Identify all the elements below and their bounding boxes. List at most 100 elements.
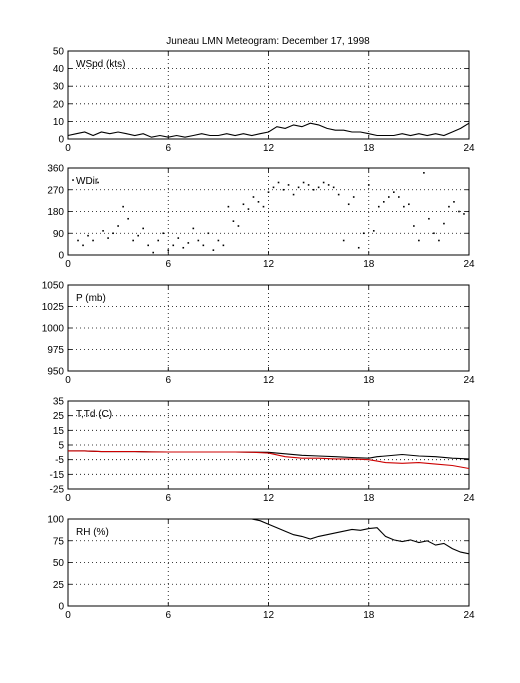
x-tick-label: 12 bbox=[263, 259, 275, 270]
figure-title: Juneau LMN Meteogram: December 17, 1998 bbox=[166, 36, 370, 47]
y-tick-label: 20 bbox=[53, 99, 65, 110]
panel-label: RH (%) bbox=[76, 527, 109, 538]
data-point bbox=[162, 232, 165, 235]
data-point bbox=[157, 239, 160, 242]
data-point bbox=[217, 239, 220, 242]
y-tick-label: 75 bbox=[53, 536, 65, 547]
x-tick-label: 18 bbox=[363, 259, 375, 270]
y-tick-label: 40 bbox=[53, 64, 65, 75]
data-point bbox=[212, 249, 215, 251]
series-line-0 bbox=[67, 122, 470, 138]
data-point bbox=[322, 181, 325, 184]
x-tick-label: 24 bbox=[463, 143, 475, 154]
data-point bbox=[132, 239, 134, 242]
x-tick-label: 6 bbox=[165, 375, 171, 386]
data-point bbox=[112, 232, 114, 235]
data-point bbox=[277, 181, 280, 184]
data-point bbox=[403, 205, 405, 208]
data-point bbox=[167, 249, 170, 251]
y-tick-label: 180 bbox=[47, 207, 64, 218]
x-tick-label: 6 bbox=[165, 143, 171, 154]
data-point bbox=[463, 213, 465, 215]
data-point bbox=[327, 184, 330, 186]
data-point bbox=[332, 186, 335, 189]
data-point bbox=[342, 239, 345, 242]
x-tick-label: 18 bbox=[363, 610, 375, 621]
data-point bbox=[82, 244, 84, 247]
data-point bbox=[282, 188, 285, 191]
data-point bbox=[307, 184, 310, 186]
panel-1: 0 6 12 18 24 0 90 180 270 360 WDir bbox=[47, 164, 475, 271]
data-point bbox=[152, 251, 155, 254]
data-point bbox=[242, 203, 245, 206]
x-tick-label: 12 bbox=[263, 493, 275, 504]
data-point bbox=[448, 205, 450, 208]
panel-label: WSpd (kts) bbox=[76, 59, 125, 70]
y-tick-label: 35 bbox=[53, 397, 65, 408]
data-point bbox=[458, 210, 460, 213]
data-point bbox=[77, 239, 79, 242]
data-point bbox=[352, 196, 355, 198]
data-point bbox=[438, 239, 440, 242]
x-tick-label: 0 bbox=[65, 610, 71, 621]
data-point bbox=[433, 232, 435, 235]
data-point bbox=[172, 244, 175, 247]
data-point bbox=[262, 205, 265, 208]
x-tick-label: 0 bbox=[65, 493, 71, 504]
panel-3: 0 6 12 18 24 -25 -15 -5 5 15 25 35 T,Td (C) bbox=[50, 397, 475, 505]
data-point bbox=[247, 208, 250, 210]
data-point bbox=[453, 201, 455, 203]
data-point bbox=[362, 232, 365, 235]
data-point bbox=[347, 203, 350, 206]
panel-0: 0 6 12 18 24 0 10 20 30 40 50 WSpd (kts) bbox=[53, 47, 475, 155]
data-point bbox=[372, 230, 375, 232]
data-point bbox=[107, 237, 109, 239]
y-tick-label: 1000 bbox=[42, 324, 65, 335]
y-tick-label: 360 bbox=[47, 164, 64, 175]
data-point bbox=[177, 237, 180, 239]
data-point bbox=[257, 201, 260, 203]
y-tick-label: 25 bbox=[53, 411, 65, 422]
x-tick-label: 0 bbox=[65, 143, 71, 154]
y-tick-label: 15 bbox=[53, 426, 65, 437]
data-point bbox=[357, 246, 360, 249]
data-point bbox=[312, 188, 315, 191]
y-tick-label: 270 bbox=[47, 185, 64, 196]
x-tick-label: 24 bbox=[463, 259, 475, 270]
x-tick-label: 6 bbox=[165, 610, 171, 621]
data-point bbox=[367, 184, 370, 186]
x-tick-label: 0 bbox=[65, 375, 71, 386]
data-point bbox=[117, 225, 119, 227]
y-tick-label: 0 bbox=[58, 602, 64, 613]
y-tick-label: -15 bbox=[50, 470, 65, 481]
y-tick-label: 50 bbox=[53, 558, 65, 569]
data-point bbox=[182, 246, 185, 249]
data-point bbox=[92, 239, 94, 242]
data-point bbox=[287, 184, 290, 186]
y-tick-label: 5 bbox=[58, 441, 64, 452]
data-point bbox=[222, 244, 225, 247]
y-tick-label: 10 bbox=[53, 117, 65, 128]
data-point bbox=[137, 234, 139, 237]
data-point bbox=[292, 193, 295, 196]
x-tick-label: 24 bbox=[463, 610, 475, 621]
y-tick-label: -25 bbox=[50, 485, 65, 496]
y-tick-label: 30 bbox=[53, 82, 65, 93]
data-point bbox=[443, 222, 445, 225]
data-point bbox=[102, 230, 104, 232]
data-point bbox=[122, 205, 124, 208]
y-tick-label: 0 bbox=[58, 251, 64, 262]
data-point bbox=[227, 205, 230, 208]
data-point bbox=[207, 232, 210, 235]
x-tick-label: 24 bbox=[463, 493, 475, 504]
panel-4: 0 6 12 18 24 0 25 50 75 100 RH (%) bbox=[47, 515, 475, 622]
data-point bbox=[187, 242, 190, 244]
x-tick-label: 6 bbox=[165, 259, 171, 270]
x-tick-label: 12 bbox=[263, 143, 275, 154]
y-tick-label: 1050 bbox=[42, 281, 65, 292]
data-point bbox=[192, 227, 195, 230]
x-tick-label: 18 bbox=[363, 375, 375, 386]
y-tick-label: 25 bbox=[53, 580, 65, 591]
